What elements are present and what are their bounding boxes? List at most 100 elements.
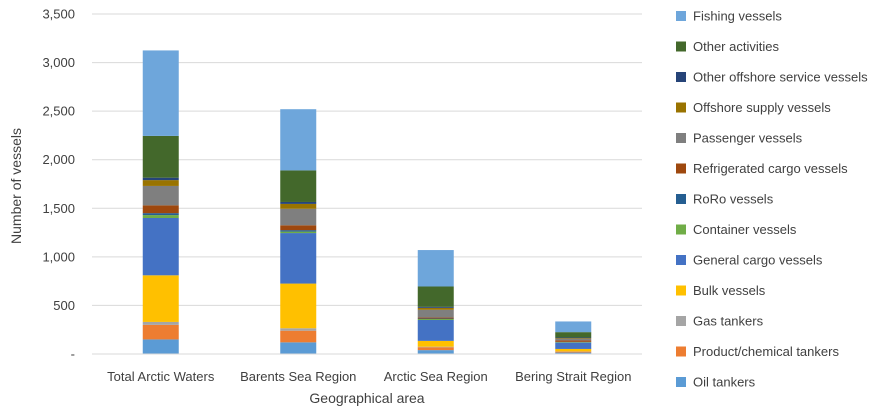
legend-swatch: [676, 11, 686, 21]
bar-segment: [417, 286, 454, 307]
legend-label: Container vessels: [693, 222, 797, 237]
legend-item: Fishing vessels: [676, 9, 782, 24]
legend-swatch: [676, 316, 686, 326]
legend-item: Passenger vessels: [676, 131, 803, 146]
y-tick-label: 1,000: [42, 249, 75, 264]
bar-segment: [142, 135, 179, 178]
bar-segment: [417, 317, 454, 319]
bar-segment: [142, 218, 179, 276]
bar-segment: [417, 309, 454, 318]
legend-swatch: [676, 41, 686, 52]
legend-item: Container vessels: [676, 222, 797, 237]
bar-segment: [555, 351, 592, 353]
y-tick-label: -: [71, 347, 75, 362]
bar-segment: [142, 321, 179, 325]
bar-segment: [280, 328, 317, 331]
legend-swatch: [676, 285, 686, 296]
x-axis-ticks: Total Arctic Waters Barents Sea Region Arc…: [107, 369, 631, 384]
legend-label: Product/chemical tankers: [693, 344, 839, 359]
legend-label: Gas tankers: [693, 314, 764, 329]
bar-segment: [280, 225, 317, 231]
x-tick-label: Barents Sea Region: [240, 369, 356, 384]
legend-item: General cargo vessels: [676, 253, 823, 268]
bar-segment: [280, 330, 317, 343]
legend-label: Fishing vessels: [693, 9, 782, 24]
bar-segment: [417, 306, 454, 308]
bar-segment: [555, 352, 592, 354]
y-tick-label: 3,500: [42, 7, 75, 22]
bar-segment: [280, 230, 317, 232]
legend-item: Gas tankers: [676, 314, 764, 329]
legend-swatch: [676, 133, 686, 143]
legend-item: Oil tankers: [676, 375, 756, 390]
y-tick-label: 1,500: [42, 201, 75, 216]
legend-swatch: [676, 194, 686, 204]
bar-segment: [555, 348, 592, 352]
bar-segment: [417, 307, 454, 310]
y-tick-label: 2,500: [42, 104, 75, 119]
bar-segment: [280, 342, 317, 354]
x-axis-label: Geographical area: [309, 390, 424, 406]
bar-segment: [280, 283, 317, 329]
bars: [142, 50, 592, 354]
legend-label: Offshore supply vessels: [693, 100, 831, 115]
legend-item: Other activities: [676, 39, 779, 54]
bar-segment: [142, 185, 179, 206]
legend-label: General cargo vessels: [693, 253, 823, 268]
bar-segment: [417, 350, 454, 354]
bar-segment: [280, 170, 317, 202]
bar-segment: [280, 201, 317, 204]
legend-item: Product/chemical tankers: [676, 344, 839, 359]
grid-lines: [92, 13, 642, 306]
legend-swatch: [676, 377, 686, 387]
y-tick-label: 500: [53, 298, 75, 313]
legend-swatch: [676, 346, 686, 357]
bar-segment: [142, 324, 179, 340]
bar-segment: [142, 339, 179, 354]
bar-segment: [555, 340, 592, 342]
legend-swatch: [676, 72, 686, 82]
legend: Fishing vessels Other activities Other off…: [676, 9, 868, 390]
legend-swatch: [676, 102, 686, 113]
legend-item: RoRo vessels: [676, 192, 774, 207]
legend-item: Other offshore service vessels: [676, 70, 868, 85]
bar-segment: [280, 109, 317, 171]
bar-segment: [417, 250, 454, 287]
legend-swatch: [676, 224, 686, 235]
bar-segment: [280, 203, 317, 209]
legend-item: Offshore supply vessels: [676, 100, 831, 115]
bar-segment: [142, 205, 179, 214]
y-tick-label: 3,000: [42, 55, 75, 70]
bar-segment: [417, 320, 454, 341]
legend-label: Oil tankers: [693, 375, 756, 390]
bar-segment: [417, 319, 454, 320]
bar-segment: [142, 215, 179, 218]
legend-label: Other offshore service vessels: [693, 70, 868, 85]
x-tick-label: Arctic Sea Region: [384, 369, 488, 384]
legend-swatch: [676, 255, 686, 265]
y-tick-label: 2,000: [42, 152, 75, 167]
legend-label: Passenger vessels: [693, 131, 803, 146]
bar-segment: [142, 177, 179, 181]
y-axis-label: Number of vessels: [8, 128, 24, 244]
bar-segment: [417, 347, 454, 351]
legend-item: Bulk vessels: [676, 283, 766, 298]
bar-segment: [555, 342, 592, 349]
bar-segment: [555, 321, 592, 333]
legend-item: Refrigerated cargo vessels: [676, 161, 848, 176]
y-axis-ticks: - 500 1,000 1,500 2,000 2,500 3,000 3,500: [42, 7, 75, 362]
bar-segment: [280, 231, 317, 234]
legend-label: Bulk vessels: [693, 283, 766, 298]
bar-segment: [142, 50, 179, 136]
x-tick-label: Total Arctic Waters: [107, 369, 215, 384]
x-tick-label: Bering Strait Region: [515, 369, 631, 384]
bar-segment: [280, 208, 317, 226]
legend-label: RoRo vessels: [693, 192, 774, 207]
bar-segment: [142, 213, 179, 216]
legend-label: Refrigerated cargo vessels: [693, 161, 848, 176]
legend-label: Other activities: [693, 39, 779, 54]
legend-swatch: [676, 163, 686, 174]
bar-segment: [142, 275, 179, 322]
bar-segment: [280, 233, 317, 284]
